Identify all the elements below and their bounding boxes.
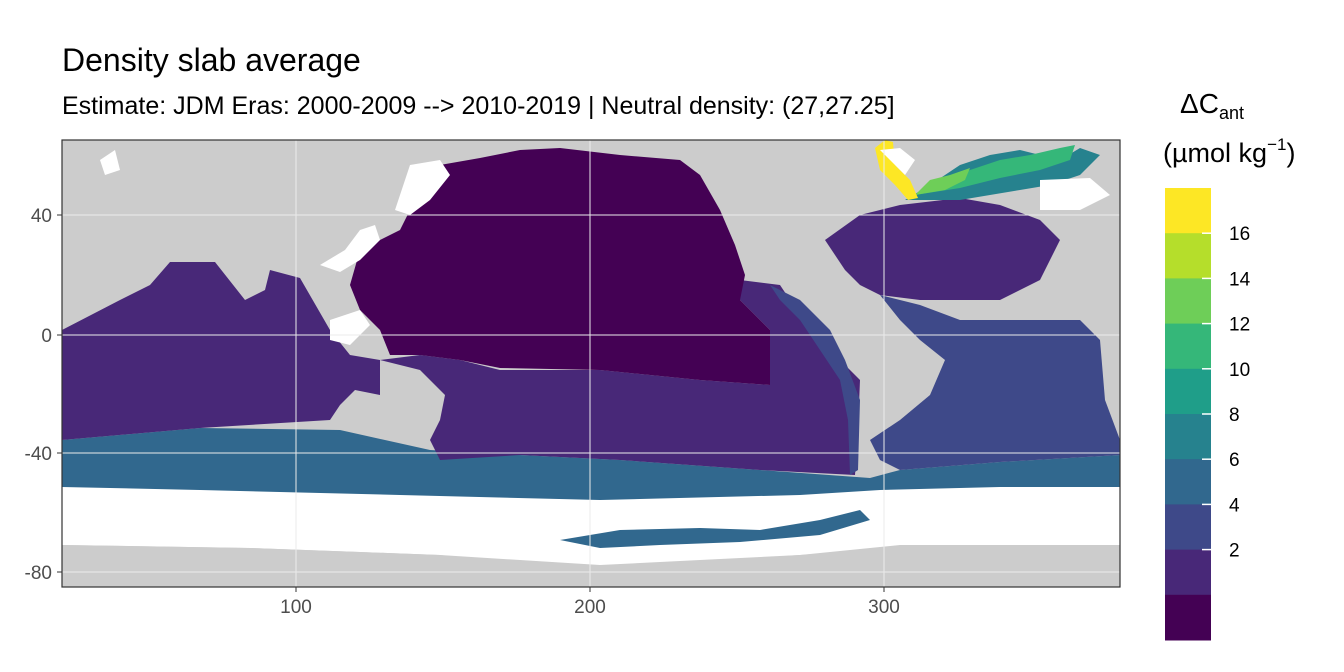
legend-colorbar — [1165, 188, 1211, 641]
y-tick-label: 40 — [31, 206, 52, 227]
legend-tick-label: 16 — [1229, 224, 1250, 245]
legend-swatch — [1165, 594, 1211, 641]
south-pacific — [380, 280, 860, 475]
legend-title: ΔCant — [1180, 88, 1244, 123]
panel-border — [61, 139, 1121, 588]
antarctic-no-data — [62, 487, 1120, 565]
legend-swatch — [1165, 278, 1211, 325]
y-tick-label: -80 — [25, 563, 52, 584]
antarctica-land — [62, 545, 1120, 587]
gridlines — [62, 140, 1120, 587]
legend-swatch — [1165, 323, 1211, 370]
legend-tick-label: 12 — [1229, 315, 1250, 336]
y-tick-label: -40 — [25, 444, 52, 465]
east-pacific-coast — [770, 285, 860, 475]
legend-unit: (µmol kg−1) — [1163, 135, 1295, 168]
legend-swatch — [1165, 414, 1211, 460]
legend-tick-label: 14 — [1229, 269, 1251, 290]
legend-swatch — [1165, 368, 1211, 415]
x-tick-label: 100 — [280, 597, 312, 618]
x-tick-label: 200 — [574, 597, 606, 618]
legend-swatch — [1165, 188, 1211, 234]
north-pacific — [350, 148, 770, 385]
color-legend: ΔCant (µmol kg−1) 16 14 12 10 8 6 4 2 — [1163, 88, 1295, 641]
x-tick-label: 300 — [868, 597, 900, 618]
tropical-atlantic — [870, 295, 1120, 470]
labrador-high — [915, 168, 970, 195]
plot-title: Density slab average — [62, 42, 361, 78]
legend-tick-label: 10 — [1229, 360, 1250, 381]
legend-tick-label: 8 — [1229, 405, 1240, 426]
legend-swatch — [1165, 504, 1211, 551]
y-tick-label: 0 — [41, 326, 52, 347]
southern-ocean-band — [62, 428, 1120, 512]
ross-weddell-shelf — [560, 510, 870, 548]
legend-swatch — [1165, 233, 1211, 279]
legend-swatch — [1165, 459, 1211, 505]
legend-tick-label: 2 — [1229, 541, 1240, 562]
map-panel — [62, 140, 1120, 587]
x-axis: 100 200 300 — [280, 587, 900, 618]
legend-tick-label: 6 — [1229, 450, 1240, 471]
indian-ocean — [62, 262, 380, 440]
y-axis: 40 0 -40 -80 — [25, 206, 62, 584]
legend-swatch — [1165, 549, 1211, 596]
legend-ticks: 16 14 12 10 8 6 4 2 — [1202, 224, 1251, 562]
plot-subtitle: Estimate: JDM Eras: 2000-2009 --> 2010-2… — [62, 92, 895, 120]
legend-tick-label: 4 — [1229, 495, 1240, 516]
